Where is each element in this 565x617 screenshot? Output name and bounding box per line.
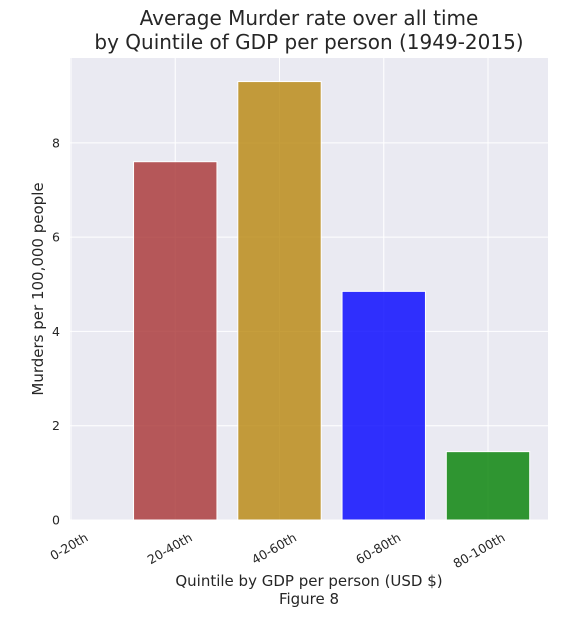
y-tick-label: 2 [52, 418, 60, 433]
x-tick-label: 0-20th [47, 530, 90, 564]
x-tick-label: 60-80th [353, 530, 403, 568]
bar-40-60th [237, 81, 322, 521]
y-tick-label: 6 [52, 230, 60, 245]
y-axis-label: Murders per 100,000 people [29, 182, 47, 395]
x-tick-label: 40-60th [249, 530, 299, 568]
x-axis-ticks: 0-20th 20-40th 40-60th 60-80th 80-100th [47, 530, 507, 572]
bar-60-80th [341, 290, 426, 521]
bar-80-100th [445, 451, 531, 521]
y-tick-label: 4 [52, 324, 60, 339]
x-axis-label: Quintile by GDP per person (USD $) [175, 572, 442, 590]
x-tick-label: 20-40th [145, 530, 195, 568]
chart-title-line-2: by Quintile of GDP per person (1949-2015… [94, 30, 523, 54]
y-tick-label: 8 [52, 135, 60, 150]
bar-20-40th [133, 161, 218, 521]
x-tick-label: 80-100th [451, 530, 508, 572]
figure-caption: Figure 8 [279, 590, 339, 608]
y-axis-ticks: 0 2 4 6 8 [52, 135, 60, 527]
bars [133, 81, 531, 521]
y-tick-label: 0 [52, 513, 60, 528]
chart-title-line-1: Average Murder rate over all time [140, 6, 479, 30]
